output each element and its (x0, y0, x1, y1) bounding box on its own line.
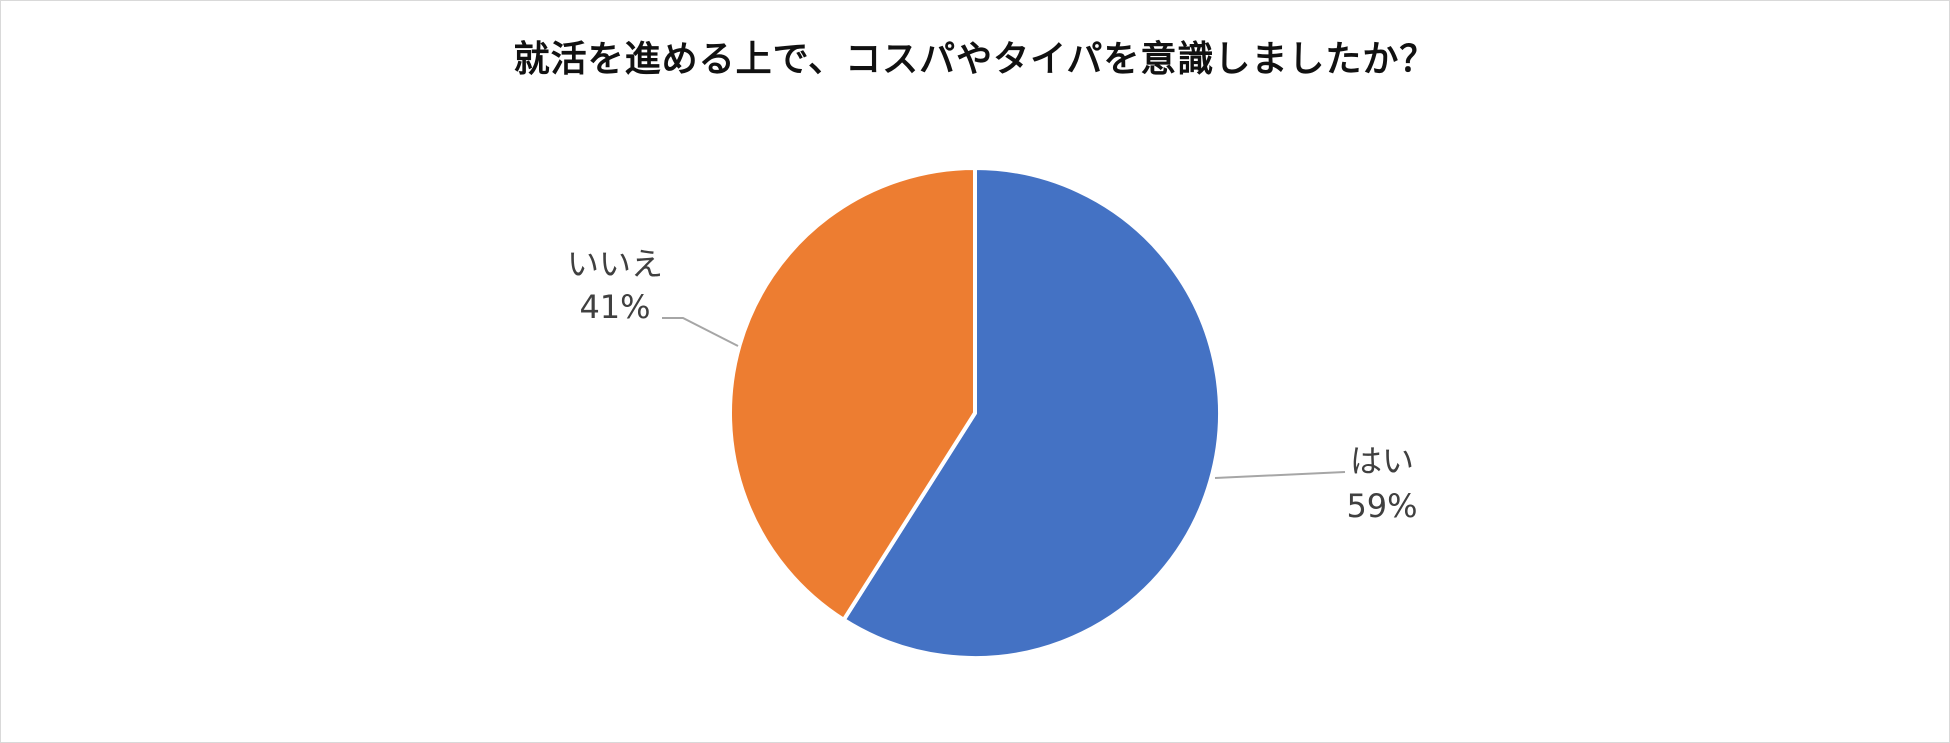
slice-value-iie: 41% (579, 288, 650, 326)
slice-iie (728, 166, 977, 622)
slice-label-iie: いいえ (567, 245, 663, 283)
leader-lines (662, 317, 1346, 479)
slice-value-hai: 59% (1346, 487, 1417, 525)
pie-slices (728, 166, 1222, 660)
leader-line-hai (1214, 471, 1346, 479)
chart-title: 就活を進める上で、コスパやタイパを意識しましたか？ (513, 39, 1437, 80)
leader-line-iie (662, 317, 739, 347)
slice-label-hai: はい (1350, 442, 1414, 480)
slice-hai (841, 166, 1222, 660)
